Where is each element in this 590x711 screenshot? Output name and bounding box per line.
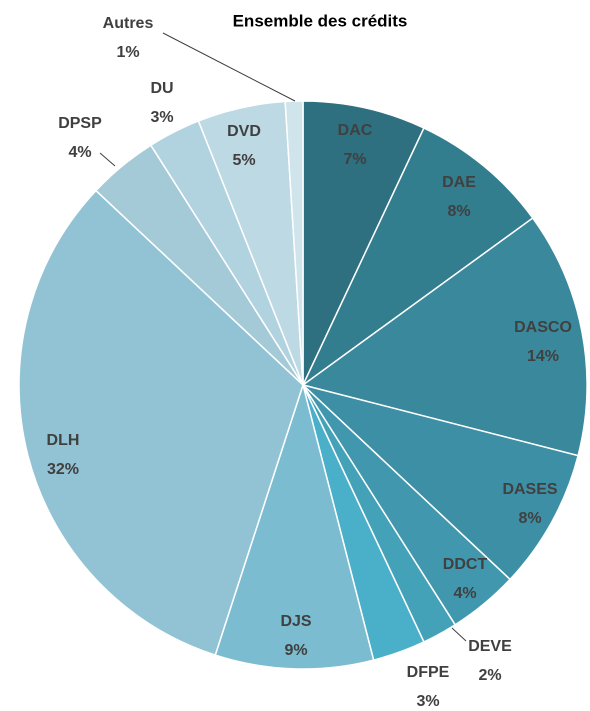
slice-value-label: 3% [150, 109, 173, 126]
pie-slice [284, 100, 304, 386]
slice-value-label: 3% [416, 693, 439, 710]
pie-slice [302, 384, 579, 581]
slice-label: DVD [227, 123, 261, 140]
pie-slice [302, 100, 425, 386]
slice-value-label: 8% [447, 203, 470, 220]
slice-label: DASES [502, 481, 557, 498]
slice-label: DFPE [407, 664, 450, 681]
slice-value-label: 14% [527, 348, 559, 365]
slice-label: Autres [103, 15, 154, 32]
slice-value-label: 9% [284, 642, 307, 659]
slice-value-label: 1% [116, 44, 139, 61]
pie-slice [214, 382, 375, 670]
slice-value-label: 7% [343, 151, 366, 168]
slice-label: DAC [338, 122, 373, 139]
slice-label: DPSP [58, 115, 102, 132]
pie-slice [18, 189, 304, 657]
slice-label: DASCO [514, 319, 572, 336]
slice-value-label: 5% [232, 152, 255, 169]
slice-label: DJS [280, 613, 311, 630]
slice-label: DAE [442, 174, 476, 191]
pie-slice [301, 217, 588, 457]
slice-label: DDCT [443, 556, 488, 573]
slice-value-label: 32% [47, 461, 79, 478]
leader-line [451, 627, 467, 642]
slice-label: DU [150, 80, 173, 97]
chart-title: Ensemble des crédits [233, 11, 408, 30]
slice-label: DLH [47, 432, 80, 449]
slice-value-label: 4% [453, 585, 476, 602]
pie-slice [302, 127, 534, 386]
leader-line [99, 152, 116, 167]
slice-value-label: 8% [518, 510, 541, 527]
slice-label: DEVE [468, 638, 512, 655]
slice-value-label: 4% [68, 144, 91, 161]
slice-value-label: 2% [478, 667, 501, 684]
leader-line [162, 32, 296, 102]
